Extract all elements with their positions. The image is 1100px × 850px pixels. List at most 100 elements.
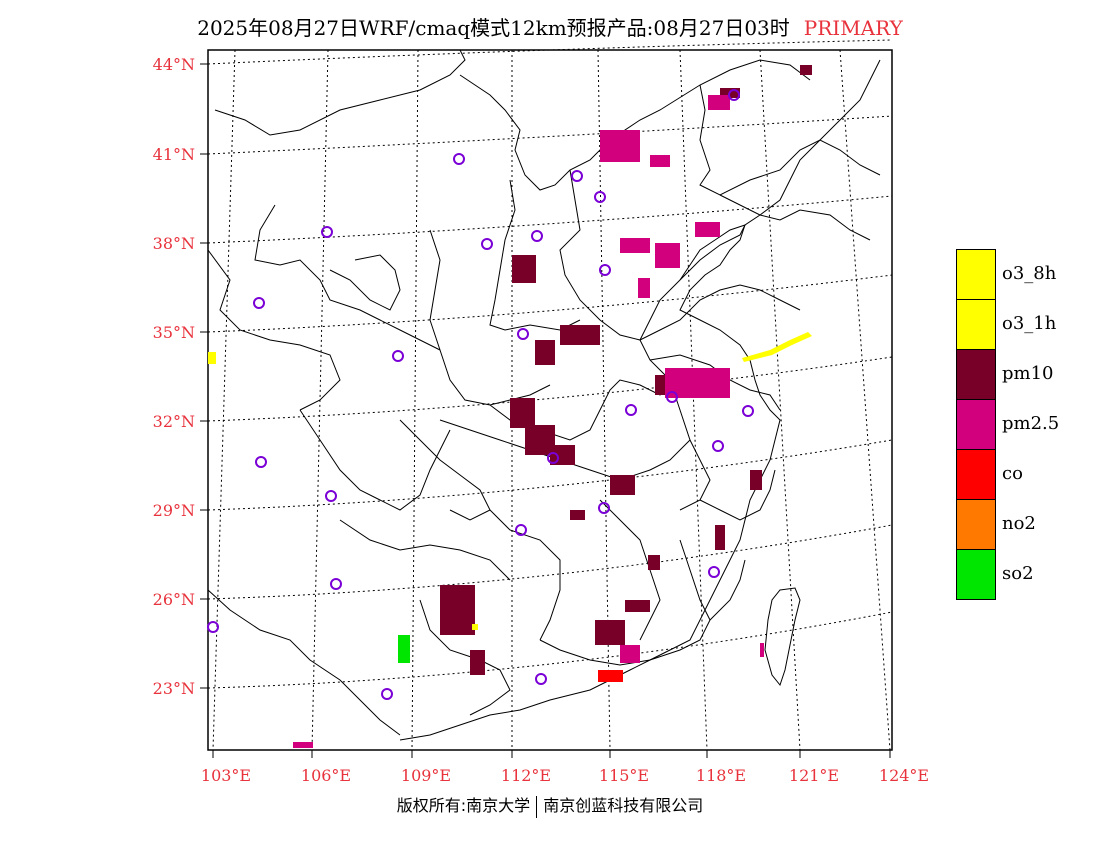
pm25-cell — [600, 130, 640, 162]
pm10-cell — [750, 470, 762, 490]
pm10-cell — [440, 585, 475, 635]
station-marker — [325, 490, 337, 502]
border-zhejiang — [699, 469, 776, 521]
map-title-main: 2025年08月27日WRF/cmaq模式12km预报产品:08月27日03时 — [197, 16, 790, 40]
border-sichuan — [299, 409, 451, 511]
pm10-cell — [625, 600, 650, 612]
station-marker — [253, 297, 265, 309]
border-ningxia — [329, 254, 401, 311]
pm10-cell — [512, 255, 536, 283]
border-dongbei — [699, 84, 881, 196]
border-guizhou — [339, 519, 511, 581]
station-marker — [728, 89, 740, 101]
legend-label: co — [1002, 463, 1023, 484]
footer-separator — [536, 795, 538, 818]
pm10-cell — [648, 555, 660, 570]
border-neimenggu — [459, 59, 811, 191]
coastline — [399, 59, 881, 741]
border-north — [214, 49, 466, 136]
o3-band — [742, 332, 812, 362]
o3-cell — [472, 624, 478, 630]
station-marker — [594, 191, 606, 203]
station-marker — [515, 524, 527, 536]
station-marker — [381, 688, 393, 700]
station-marker — [535, 673, 547, 685]
lon-line-103 — [212, 49, 236, 751]
border-shanxi — [489, 179, 581, 331]
lon-label-121: 121°E — [788, 766, 840, 785]
graticule — [207, 39, 893, 751]
pm10-cell — [535, 340, 555, 365]
legend-label: pm10 — [1002, 363, 1054, 384]
station-marker — [547, 452, 559, 464]
pm10-cell — [470, 650, 485, 675]
border-qinghai — [207, 249, 341, 411]
pm10-cell — [715, 525, 725, 550]
copyright-owner: 版权所有:南京大学 — [396, 796, 531, 815]
pm10-cell — [800, 65, 812, 75]
border-shandong — [639, 284, 801, 341]
legend-label: o3_1h — [1002, 313, 1057, 334]
pm10-cell — [610, 475, 635, 495]
pm25-cell — [620, 238, 650, 253]
pm25-cell — [620, 645, 640, 663]
lat-line-44 — [207, 39, 893, 65]
pm10-cell — [570, 510, 585, 520]
station-marker — [708, 566, 720, 578]
station-marker — [453, 153, 465, 165]
co-cells — [598, 670, 623, 682]
copyright-footer: 版权所有:南京大学 南京创蓝科技有限公司 — [0, 792, 1100, 818]
pm25-cell — [650, 155, 670, 167]
lat-line-26 — [207, 524, 893, 600]
station-marker — [207, 621, 219, 633]
lon-label-106: 106°E — [300, 766, 352, 785]
station-marker — [531, 230, 543, 242]
lat-label-23: 23°N — [152, 679, 195, 698]
lat-label-38: 38°N — [152, 234, 195, 253]
border-chongqing — [399, 419, 491, 521]
legend-label: pm2.5 — [1002, 413, 1060, 434]
lat-label-35: 35°N — [152, 323, 195, 342]
lon-line-109 — [411, 49, 419, 751]
o3-cells — [208, 332, 812, 630]
o3-cell — [208, 352, 216, 364]
station-markers — [207, 89, 754, 700]
station-marker — [666, 391, 678, 403]
lon-label-103: 103°E — [200, 766, 252, 785]
station-marker — [392, 350, 404, 362]
tick-marks — [200, 63, 891, 758]
so2-cells — [398, 635, 410, 663]
station-marker — [571, 170, 583, 182]
pm25-cell — [638, 278, 650, 298]
station-marker — [598, 502, 610, 514]
legend-swatch — [956, 299, 996, 350]
lon-line-121 — [759, 49, 801, 751]
legend-label: o3_8h — [1002, 263, 1057, 284]
lon-label-118: 118°E — [695, 766, 747, 785]
station-marker — [321, 226, 333, 238]
lon-label-115: 115°E — [598, 766, 650, 785]
lon-line-115 — [597, 49, 611, 751]
map-title: 2025年08月27日WRF/cmaq模式12km预报产品:08月27日03时 P… — [0, 12, 1100, 41]
lat-line-35 — [207, 274, 893, 333]
station-marker — [625, 404, 637, 416]
legend-swatch — [956, 549, 996, 600]
lat-line-23 — [207, 611, 893, 689]
pm25-cell — [293, 742, 313, 748]
so2-cell — [398, 635, 410, 663]
station-marker — [330, 578, 342, 590]
lon-label-124: 124°E — [878, 766, 930, 785]
pm25-cell — [708, 95, 730, 110]
station-marker — [599, 264, 611, 276]
pm25-cell — [655, 243, 680, 268]
station-marker — [517, 328, 529, 340]
lat-label-32: 32°N — [152, 412, 195, 431]
legend-label: so2 — [1002, 563, 1034, 584]
legend-label: no2 — [1002, 513, 1036, 534]
taiwan-island — [764, 587, 801, 687]
lat-label-26: 26°N — [152, 590, 195, 609]
pm10-cell — [550, 445, 575, 465]
station-marker — [481, 238, 493, 250]
border-gansu — [254, 204, 441, 351]
